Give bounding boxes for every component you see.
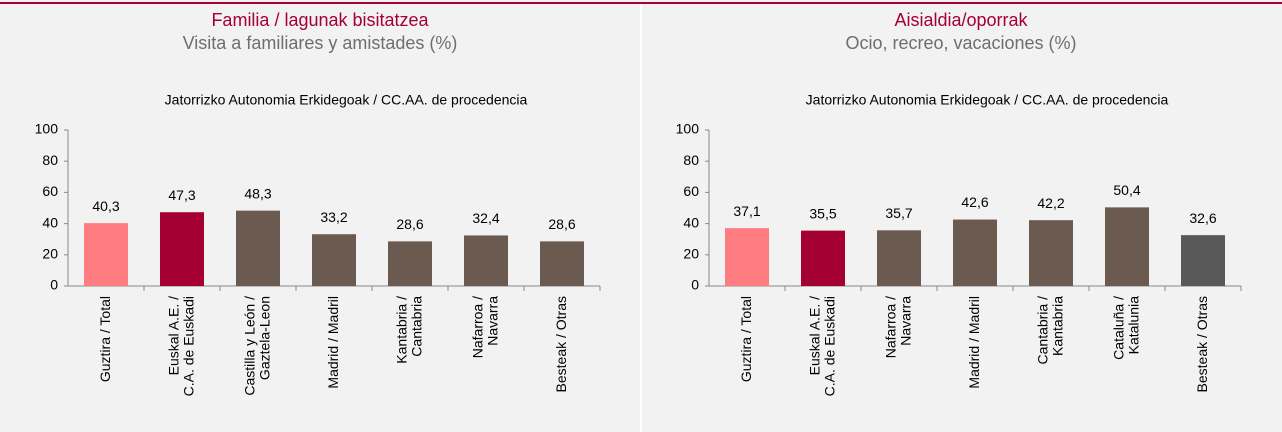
x-tick-label: Madrid / Madril	[966, 296, 982, 389]
x-tick-label: Nafarroa /Navarra	[469, 296, 500, 358]
bar	[1029, 220, 1073, 286]
x-tick-label: Euskal A.E. /C.A. de Euskadi	[806, 296, 837, 396]
y-tick-label: 20	[683, 246, 699, 262]
x-tick-label: Besteak / Otras	[1194, 296, 1210, 392]
bar	[725, 228, 769, 286]
y-tick-label: 60	[42, 183, 58, 199]
bar	[312, 234, 356, 286]
chart-title: Aisialdia/oporrak	[894, 10, 1028, 30]
bar	[877, 230, 921, 286]
y-tick-label: 40	[42, 214, 58, 230]
x-tick-label: Guztira / Total	[97, 296, 113, 382]
y-tick-label: 100	[35, 121, 59, 137]
chart-title: Familia / lagunak bisitatzea	[211, 10, 429, 30]
bar	[464, 235, 508, 286]
chart-subtitle: Visita a familiares y amistades (%)	[183, 33, 458, 53]
x-tick-label: Kantabria /Cantabria	[393, 296, 424, 364]
data-label: 48,3	[244, 185, 271, 201]
bar	[1181, 235, 1225, 286]
y-tick-label: 60	[683, 183, 699, 199]
data-label: 42,6	[961, 194, 988, 210]
x-tick-label: Euskal A.E. /C.A. de Euskadi	[165, 296, 196, 396]
x-tick-label: Besteak / Otras	[553, 296, 569, 392]
data-label: 37,1	[733, 203, 760, 219]
y-tick-label: 80	[683, 152, 699, 168]
data-label: 40,3	[92, 198, 119, 214]
data-label: 33,2	[320, 209, 347, 225]
bar	[388, 241, 432, 286]
bar	[801, 230, 845, 286]
data-label: 32,4	[472, 210, 499, 226]
data-label: 32,6	[1189, 210, 1216, 226]
bar	[160, 212, 204, 286]
x-tick-label: Guztira / Total	[738, 296, 754, 382]
annotation: Jatorrizko Autonomia Erkidegoak / CC.AA.…	[165, 92, 528, 108]
data-label: 35,5	[809, 205, 836, 221]
y-tick-label: 40	[683, 214, 699, 230]
y-tick-label: 0	[50, 277, 58, 293]
x-tick-label: Madrid / Madril	[325, 296, 341, 389]
bar	[236, 210, 280, 286]
data-label: 50,4	[1113, 182, 1140, 198]
x-tick-label: Cantabria /Kantabria	[1034, 296, 1065, 365]
y-tick-label: 0	[691, 277, 699, 293]
y-tick-label: 80	[42, 152, 58, 168]
y-tick-label: 20	[42, 246, 58, 262]
data-label: 28,6	[548, 216, 575, 232]
bar	[540, 241, 584, 286]
y-tick-label: 100	[676, 121, 700, 137]
annotation: Jatorrizko Autonomia Erkidegoak / CC.AA.…	[806, 92, 1169, 108]
bar	[84, 223, 128, 286]
data-label: 35,7	[885, 205, 912, 221]
chart-subtitle: Ocio, recreo, vacaciones (%)	[845, 33, 1076, 53]
bar	[1105, 207, 1149, 286]
data-label: 28,6	[396, 216, 423, 232]
x-tick-label: Nafarroa /Navarra	[882, 296, 913, 358]
x-tick-label: Castilla y León /Gaztela-Leon	[241, 296, 272, 396]
x-tick-label: Cataluña /Katalunia	[1110, 296, 1141, 360]
bar	[953, 219, 997, 286]
data-label: 47,3	[168, 187, 195, 203]
data-label: 42,2	[1037, 195, 1064, 211]
